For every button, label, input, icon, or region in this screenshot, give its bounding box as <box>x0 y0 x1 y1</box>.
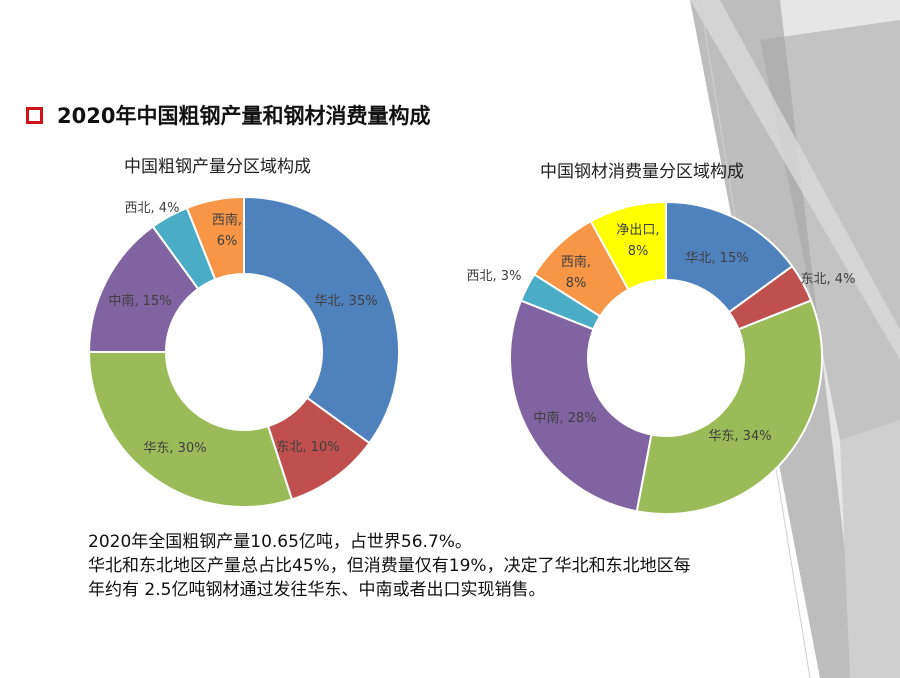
summary-line-3: 年约有 2.5亿吨钢材通过发往华东、中南或者出口实现销售。 <box>88 580 546 600</box>
donut-slice-1 <box>665 200 794 314</box>
donut-chart-production: 华北, 35% 东北, 10% 华东, 30% 中南, 15% 西北, 4% 西南, 6% <box>87 195 400 508</box>
slide-title-text: 2020年中国粗钢产量和钢材消费量构成 <box>57 104 431 128</box>
slice-label-3: 华东, 30% <box>143 441 206 456</box>
donut-slice-4 <box>509 299 653 513</box>
slice-label-3: 华东, 34% <box>708 429 771 444</box>
slide-title: 2020年中国粗钢产量和钢材消费量构成 <box>26 98 430 132</box>
chart-title-consumption: 中国钢材消费量分区域构成 <box>540 162 744 182</box>
slice-label-5: 西北, 3% <box>467 269 522 284</box>
slice-label-4: 中南, 28% <box>533 410 596 426</box>
donut-slice-6 <box>185 195 245 281</box>
slice-label-2: 东北, 10% <box>276 440 339 455</box>
square-bullet-icon <box>26 106 43 124</box>
donut-slice-1 <box>243 195 400 445</box>
donut-slice-3 <box>635 299 823 515</box>
slice-label-2: 东北, 4% <box>801 272 856 287</box>
chart-title-production: 中国粗钢产量分区域构成 <box>124 157 311 177</box>
slice-label-4: 中南, 15% <box>108 293 171 309</box>
slice-label-6: 西南, 6% <box>212 212 242 249</box>
slice-label-7: 净出口, 8% <box>616 223 659 259</box>
slice-label-5: 西北, 4% <box>125 201 180 216</box>
summary-line-2: 华北和东北地区产量总占比45%，但消费量仅有19%，决定了华北和东北地区每 <box>88 556 691 576</box>
slice-label-6: 西南, 8% <box>561 254 591 291</box>
donut-slice-3 <box>87 351 294 508</box>
donut-slice-7 <box>589 200 667 292</box>
donut-slice-4 <box>87 225 200 353</box>
slice-label-1: 华北, 15% <box>685 251 748 266</box>
summary-line-1: 2020年全国粗钢产量10.65亿吨，占世界56.7%。 <box>88 532 472 552</box>
summary-text: 2020年全国粗钢产量10.65亿吨，占世界56.7%。 华北和东北地区产量总占… <box>88 530 808 602</box>
slice-label-1: 华北, 35% <box>314 294 377 309</box>
donut-chart-consumption: 华北, 15% 东北, 4% 华东, 34% 中南, 28% 西北, 3% 西南, 8% 净出… <box>467 200 855 515</box>
